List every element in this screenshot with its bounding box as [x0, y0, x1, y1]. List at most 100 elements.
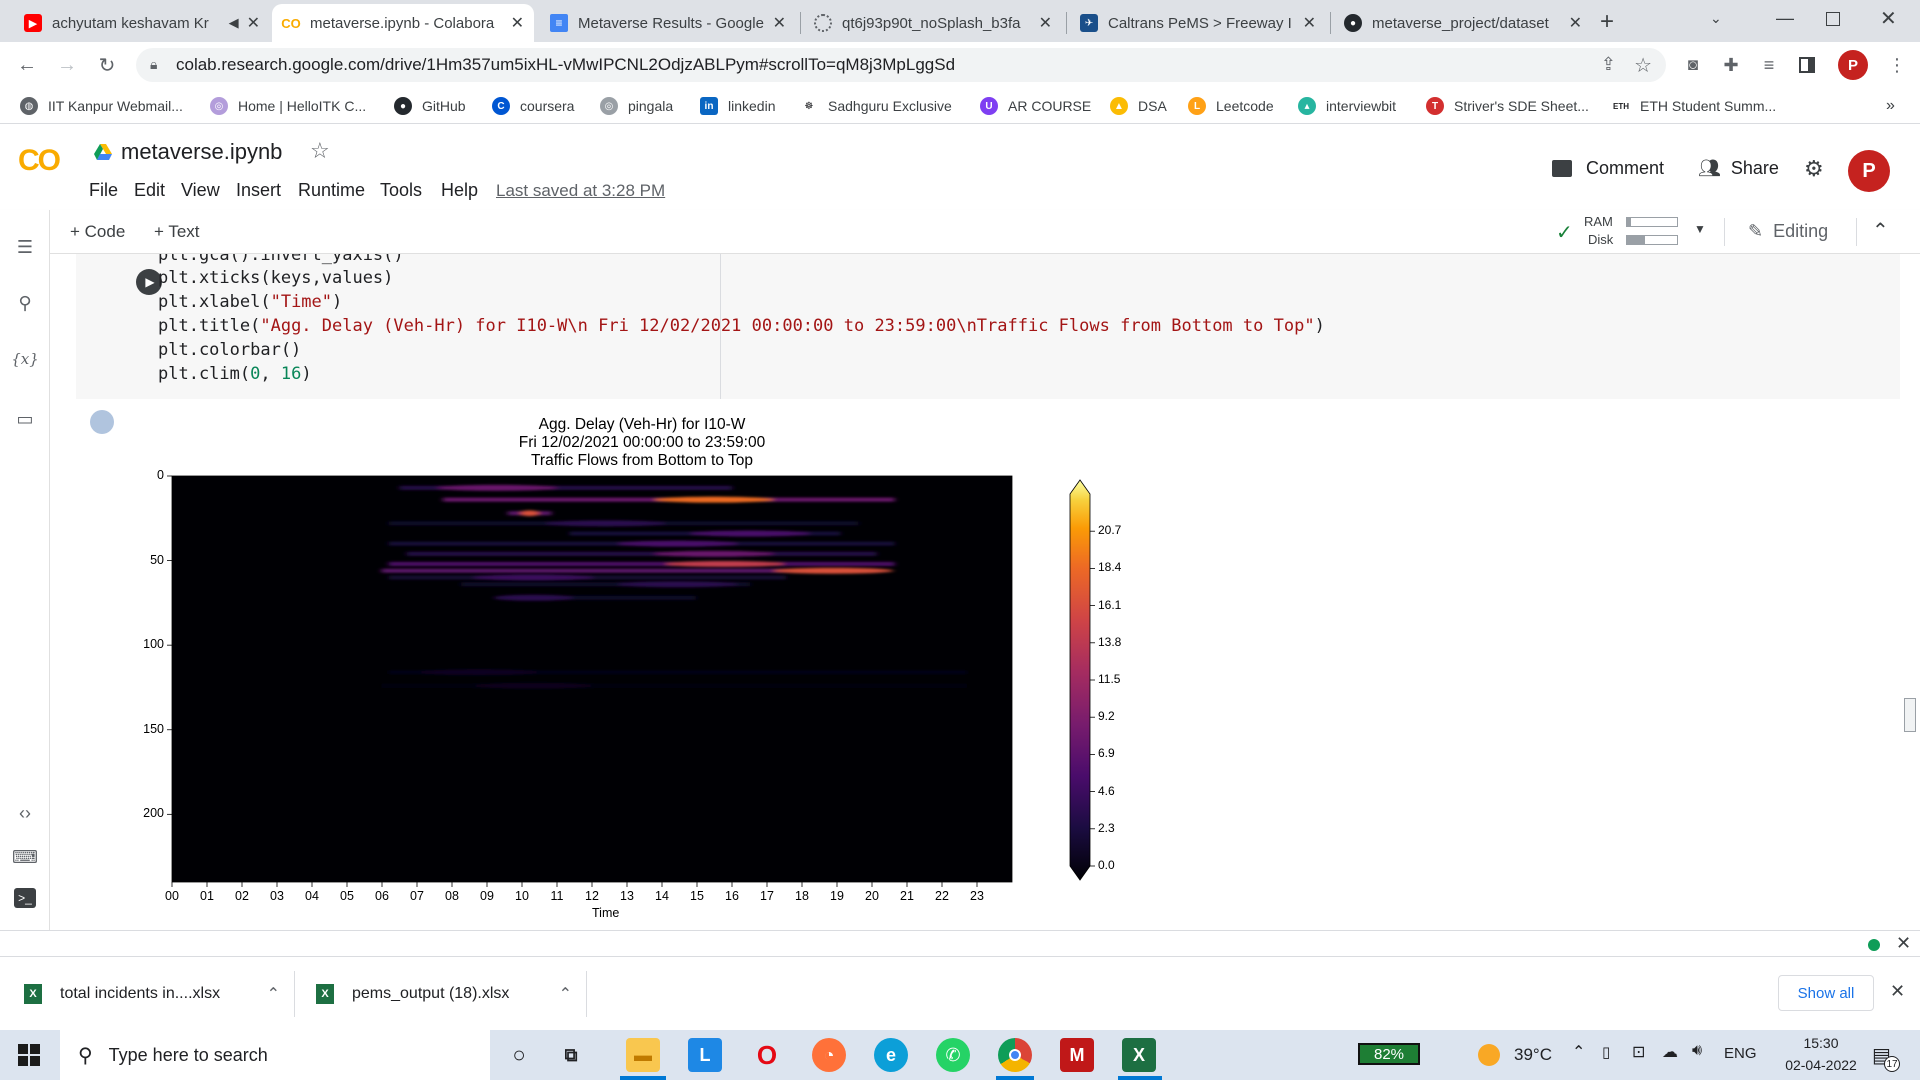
close-downloads-icon[interactable]: ✕	[1890, 981, 1906, 1001]
code-cell[interactable]: ▶ plt.gca().invert_yaxis() plt.xticks(ke…	[76, 254, 1900, 399]
notebook-scrollbar-thumb[interactable]	[1904, 698, 1916, 732]
menu-edit[interactable]: Edit	[134, 180, 166, 200]
bookmark-eth[interactable]: ETH ETH Student Summ...	[1612, 96, 1776, 116]
side-panel-icon[interactable]	[1792, 50, 1822, 80]
tab-caltrans-pems[interactable]: ✈ Caltrans PeMS > Freeway I ✕	[1070, 4, 1326, 42]
files-folder-icon[interactable]: ▭	[16, 408, 34, 429]
download-options-chevron-icon[interactable]: ⌃	[266, 986, 280, 1003]
screenshot-camera-icon[interactable]: ◙	[1687, 55, 1699, 74]
excel-icon[interactable]: X	[1122, 1038, 1156, 1072]
task-view-icon[interactable]: ⧉	[564, 1044, 578, 1065]
resources-dropdown-icon[interactable]: ▼	[1694, 222, 1706, 236]
code-snippets-icon[interactable]: ‹›	[19, 802, 31, 823]
close-tab-icon[interactable]: ✕	[246, 15, 260, 32]
table-of-contents-icon[interactable]: ☰	[16, 236, 34, 257]
menu-help[interactable]: Help	[441, 180, 479, 200]
mcafee-icon[interactable]: M	[1060, 1038, 1094, 1072]
bookmark-leetcode[interactable]: L Leetcode	[1188, 96, 1274, 116]
chrome-menu-icon[interactable]: ⋮	[1888, 54, 1906, 75]
bookmark-pingala[interactable]: ◎ pingala	[600, 96, 673, 116]
add-code-button[interactable]: + Code	[70, 222, 126, 241]
reload-icon[interactable]: ↻	[98, 54, 116, 77]
close-tab-icon[interactable]: ✕	[1568, 15, 1582, 32]
language-indicator[interactable]: ENG	[1724, 1045, 1757, 1062]
menu-view[interactable]: View	[181, 180, 220, 200]
battery-indicator[interactable]: 82%	[1358, 1043, 1420, 1065]
new-tab-button[interactable]: +	[1600, 8, 1615, 35]
bookmark-helloitk[interactable]: ◎ Home | HelloITK C...	[210, 96, 366, 116]
extensions-puzzle-icon[interactable]: ✚	[1723, 54, 1739, 75]
lms-l-icon[interactable]: L	[688, 1038, 722, 1072]
volume-icon[interactable]: 🔊︎	[1692, 1042, 1703, 1059]
reading-list-icon[interactable]: ≡	[1763, 54, 1775, 75]
tab-search-chevron-icon[interactable]: ⌄	[1710, 10, 1722, 26]
tab-youtube[interactable]: ▶ achyutam keshavam Kr ◀ ✕	[14, 4, 270, 42]
search-icon[interactable]: ⚲	[18, 292, 32, 313]
run-cell-button[interactable]: ▶	[136, 269, 162, 295]
edge-icon[interactable]: e	[874, 1038, 908, 1072]
command-palette-icon[interactable]: ⌨	[12, 846, 38, 867]
file-explorer-icon[interactable]: ▬	[626, 1038, 660, 1072]
show-all-downloads-button[interactable]: Show all	[1778, 975, 1874, 1011]
more-bookmarks-icon[interactable]: »	[1886, 97, 1895, 114]
tray-device-icon[interactable]: ▯	[1602, 1044, 1611, 1061]
address-bar[interactable]: 🔒︎ colab.research.google.com/drive/1Hm35…	[136, 48, 1666, 82]
minimize-window-icon[interactable]: —	[1776, 8, 1794, 28]
close-tab-icon[interactable]: ✕	[1038, 15, 1052, 32]
bookmark-striver[interactable]: T Striver's SDE Sheet...	[1426, 96, 1589, 116]
menu-insert[interactable]: Insert	[236, 180, 282, 200]
bookmark-github[interactable]: ● GitHub	[394, 96, 466, 116]
download-item[interactable]: X total incidents in....xlsx ⌃	[24, 957, 294, 1031]
clock-time[interactable]: 15:30	[1803, 1035, 1839, 1051]
close-window-icon[interactable]: ✕	[1880, 8, 1897, 30]
weather-temperature[interactable]: 39°C	[1514, 1045, 1552, 1064]
chrome-icon[interactable]	[998, 1038, 1032, 1072]
bookmark-ar-course[interactable]: U AR COURSE	[980, 96, 1091, 116]
taskbar-search-box[interactable]: ⚲ Type here to search	[60, 1030, 490, 1080]
audio-muted-icon[interactable]: ◀	[228, 15, 239, 30]
colab-logo[interactable]: CO	[18, 144, 61, 177]
cortana-icon[interactable]: ○	[512, 1042, 526, 1067]
tab-qt6j93p90t[interactable]: qt6j93p90t_noSplash_b3fa ✕	[804, 4, 1062, 42]
windows-start-icon[interactable]	[18, 1044, 40, 1066]
collapse-header-chevron-icon[interactable]: ⌃	[1872, 220, 1889, 242]
bookmark-dsa[interactable]: ▲ DSA	[1110, 96, 1167, 116]
bookmark-iit-kanpur[interactable]: ◍ IIT Kanpur Webmail...	[20, 96, 183, 116]
tab-github[interactable]: ● metaverse_project/dataset ✕	[1334, 4, 1592, 42]
show-hidden-icons-chevron-icon[interactable]: ⌃	[1572, 1044, 1586, 1061]
tray-display-icon[interactable]: ⊡	[1632, 1044, 1646, 1061]
tab-google-docs[interactable]: ≡ Metaverse Results - Google ✕	[540, 4, 796, 42]
star-icon[interactable]: ☆	[310, 138, 330, 163]
close-tab-icon[interactable]: ✕	[510, 15, 524, 32]
output-avatar-icon[interactable]	[90, 410, 114, 434]
disk-meter[interactable]	[1626, 235, 1678, 245]
close-status-icon[interactable]: ✕	[1896, 933, 1912, 953]
download-options-chevron-icon[interactable]: ⌃	[558, 986, 572, 1003]
restore-window-icon[interactable]	[1826, 12, 1840, 26]
clock-date[interactable]: 02-04-2022	[1785, 1057, 1857, 1073]
last-saved-link[interactable]: Last saved at 3:28 PM	[496, 181, 666, 200]
comment-button[interactable]: Comment	[1552, 158, 1664, 179]
notebook-name[interactable]: metaverse.ipynb	[121, 139, 283, 164]
account-avatar[interactable]: P	[1848, 150, 1890, 192]
bookmark-linkedin[interactable]: in linkedin	[700, 96, 775, 116]
whatsapp-icon[interactable]: ✆	[936, 1038, 970, 1072]
add-text-button[interactable]: + Text	[154, 222, 200, 241]
bookmark-sadhguru[interactable]: ☸ Sadhguru Exclusive	[800, 96, 952, 116]
close-tab-icon[interactable]: ✕	[1302, 15, 1316, 32]
profile-avatar[interactable]: P	[1838, 50, 1868, 80]
terminal-icon[interactable]: >_	[14, 888, 36, 908]
back-arrow-icon[interactable]: ←	[17, 53, 37, 76]
onedrive-cloud-icon[interactable]: ☁	[1662, 1044, 1678, 1061]
bookmark-star-icon[interactable]: ☆	[1634, 55, 1652, 77]
tab-colab[interactable]: CO metaverse.ipynb - Colabora ✕	[272, 4, 534, 42]
firefox-icon[interactable]: ◔	[812, 1038, 846, 1072]
variables-icon[interactable]: {x}	[11, 350, 39, 368]
bookmark-interviewbit[interactable]: ▴ interviewbit	[1298, 96, 1396, 116]
menu-file[interactable]: File	[89, 180, 119, 200]
share-button[interactable]: 👥︎ Share	[1698, 158, 1779, 179]
ram-meter[interactable]	[1626, 217, 1678, 227]
download-item[interactable]: X pems_output (18).xlsx ⌃	[316, 957, 586, 1031]
forward-arrow-icon[interactable]: →	[57, 53, 77, 76]
